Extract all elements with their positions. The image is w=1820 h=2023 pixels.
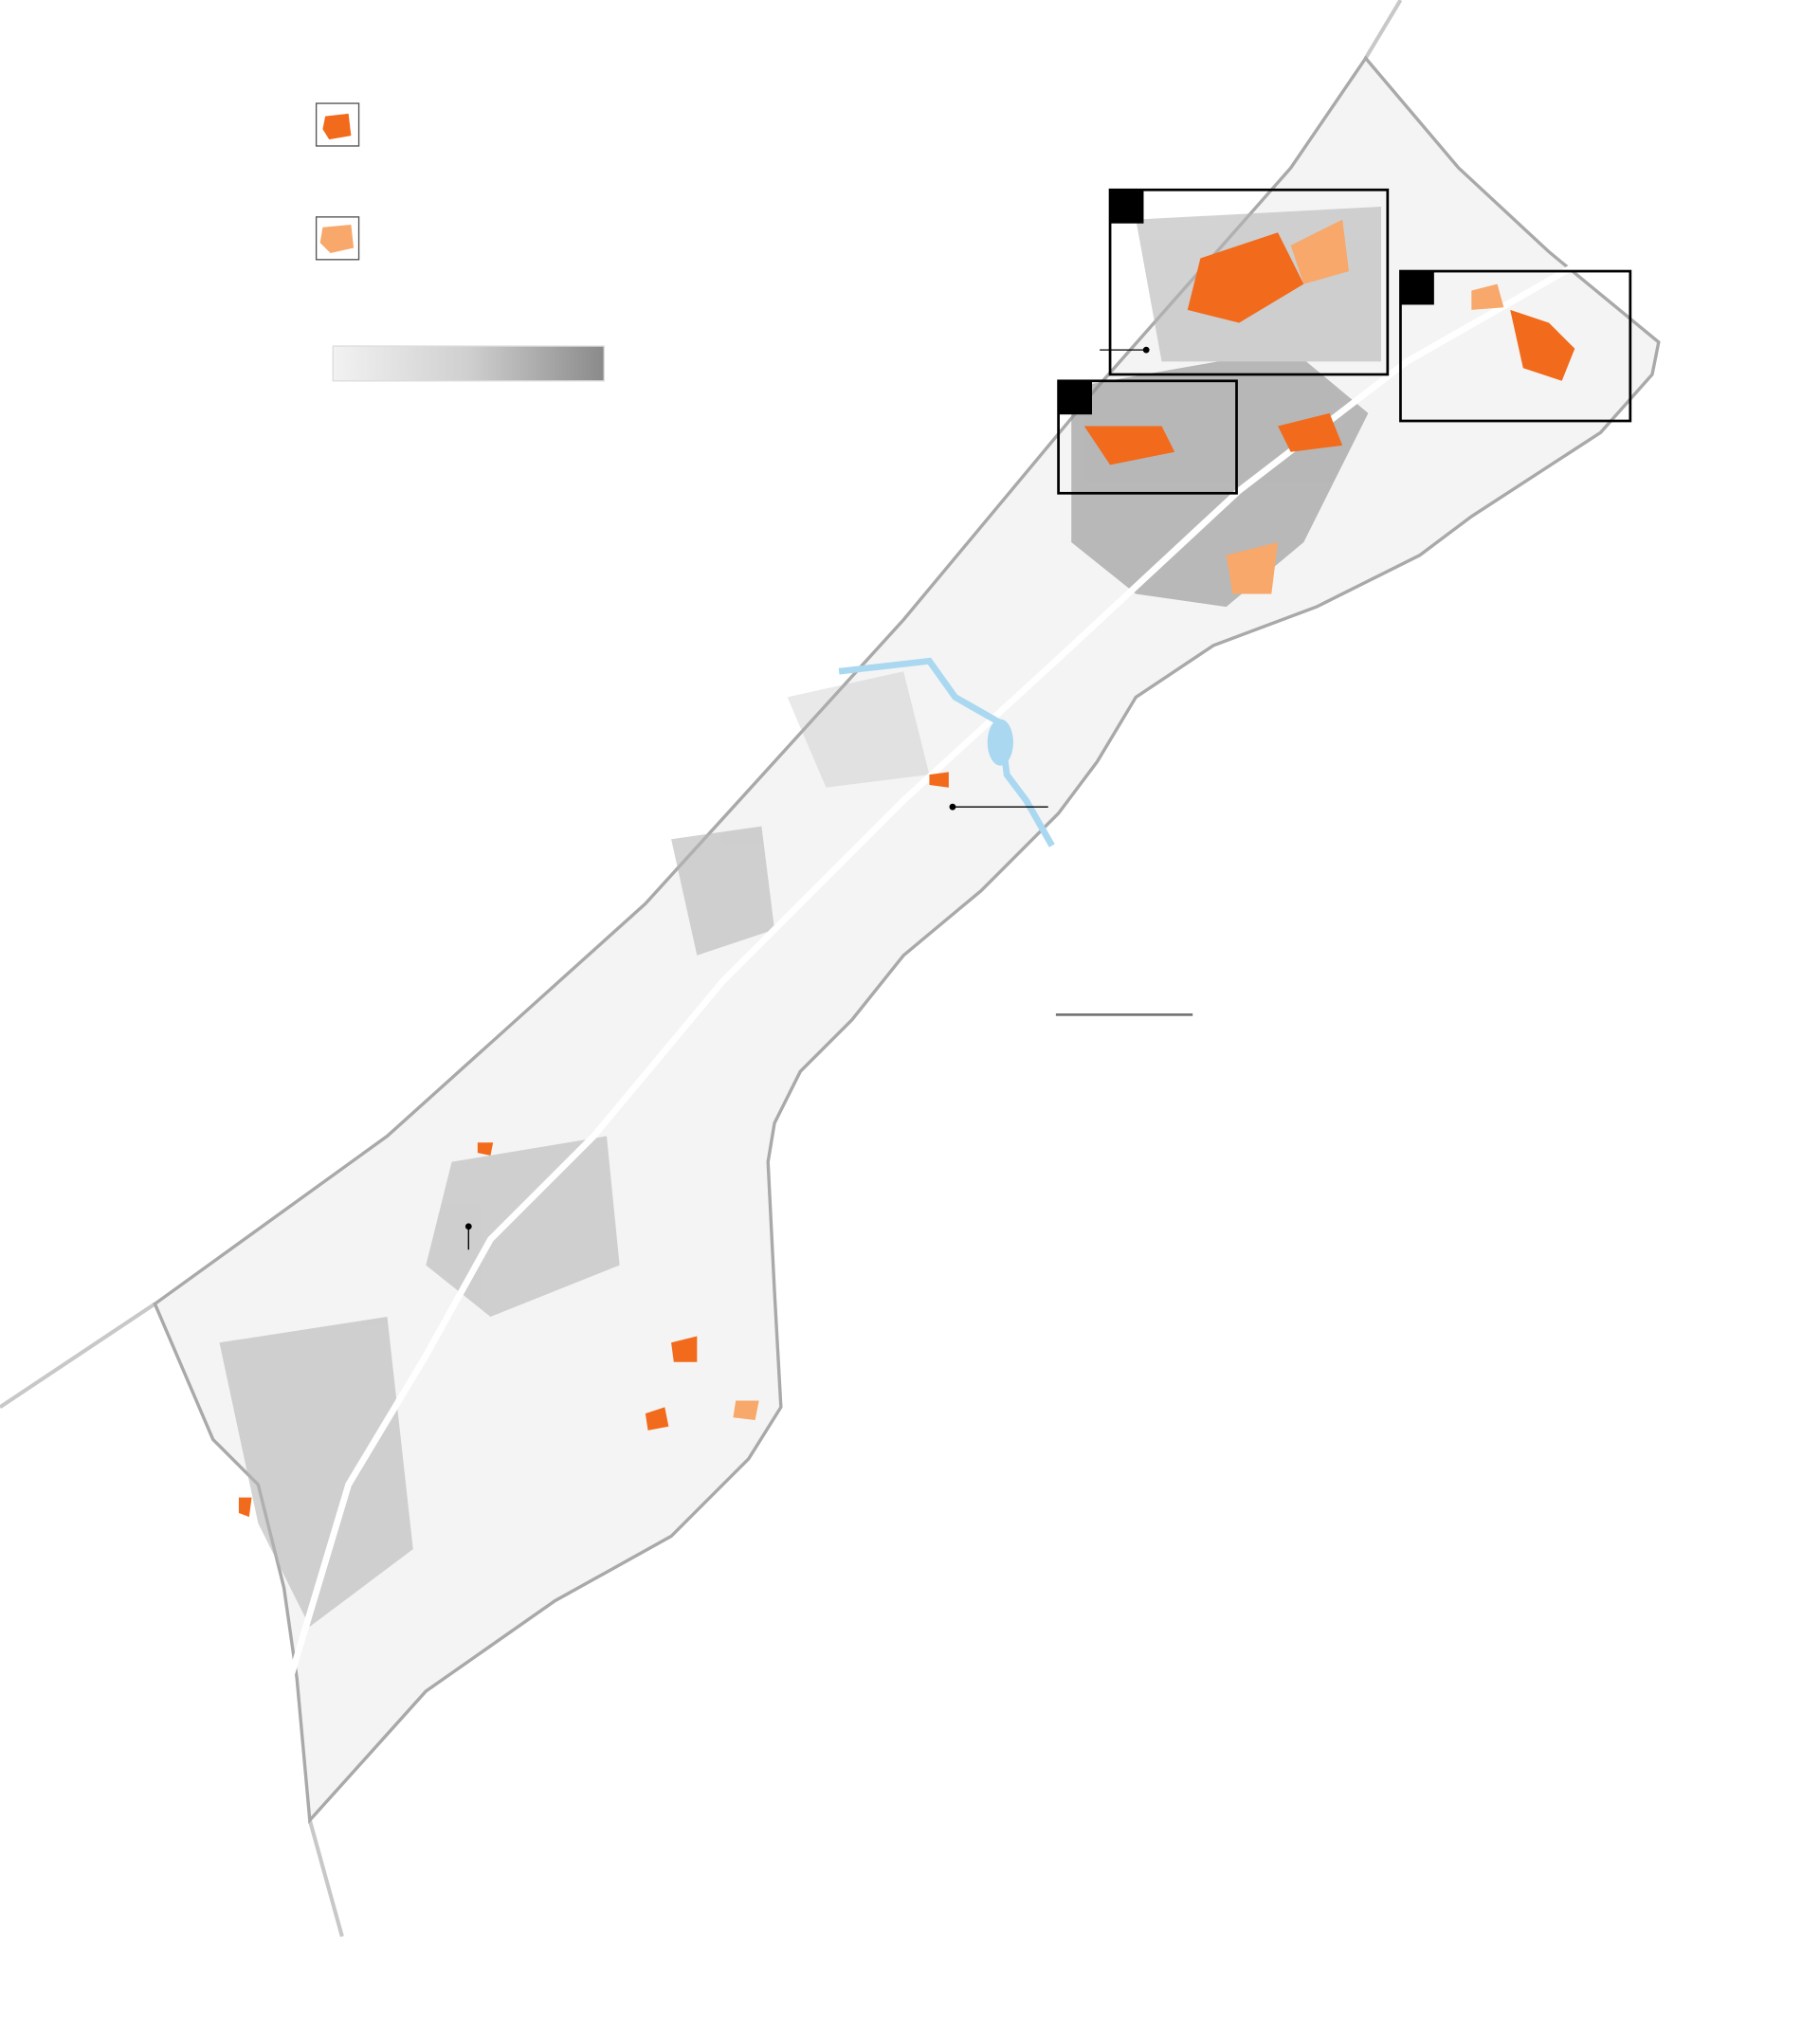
inset-frame <box>1399 269 1632 423</box>
coast-line <box>0 1302 156 1410</box>
legend-swatch-fill <box>322 113 352 140</box>
inset-marker <box>1110 190 1144 224</box>
damage-areas <box>238 219 1575 1518</box>
dense-area <box>219 1317 413 1627</box>
border-line <box>307 1819 344 1938</box>
damage-area <box>645 1407 669 1431</box>
lake <box>987 719 1013 766</box>
dense-area <box>671 826 775 956</box>
dense-area <box>787 671 930 788</box>
inset-marker <box>1058 380 1092 415</box>
damage-area <box>1471 283 1504 310</box>
inset-markers <box>1058 190 1434 415</box>
damage-area <box>1290 219 1349 284</box>
damage-area <box>1187 232 1304 323</box>
damage-area <box>238 1497 252 1518</box>
damage-area <box>671 1336 698 1362</box>
damage-area <box>1510 309 1575 381</box>
damage-area <box>1226 542 1279 594</box>
inset-marker <box>1400 271 1434 305</box>
leader-dot <box>949 803 956 811</box>
damage-area <box>929 772 949 788</box>
inset-frame <box>1057 379 1238 495</box>
inset-frame <box>1108 188 1390 376</box>
leader-dot <box>464 1223 472 1230</box>
dense-area <box>1071 348 1369 608</box>
damage-area <box>1278 412 1343 452</box>
leader-lines <box>464 346 1193 1250</box>
damage-area <box>1083 426 1175 465</box>
coast-line <box>1363 0 1403 60</box>
legend-swatch-fill <box>319 225 355 253</box>
damage-area <box>733 1400 759 1420</box>
damage-area <box>477 1142 494 1156</box>
coast-extension <box>0 0 1403 1938</box>
legend <box>315 102 605 382</box>
density-scale <box>332 345 605 382</box>
leader-dot <box>1142 346 1150 354</box>
inset-frames <box>1057 188 1632 495</box>
